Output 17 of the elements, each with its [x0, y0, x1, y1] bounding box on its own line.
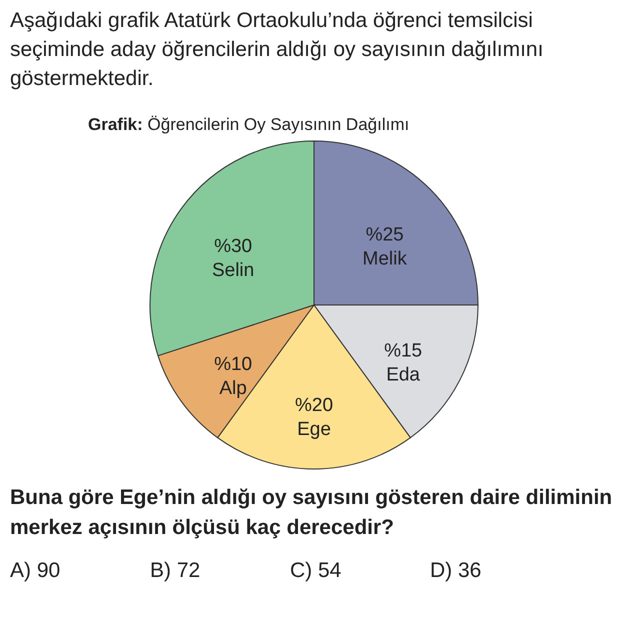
text: B) 72	[150, 559, 202, 583]
chart-title: Grafik: Öğrencilerin Oy Sayısının Dağılımı	[88, 115, 410, 135]
text: C) 54	[290, 559, 342, 583]
slice-label: Eda	[386, 364, 420, 386]
data-label: %30	[214, 236, 252, 258]
text: A) 90	[10, 559, 62, 583]
slice-label: Selin	[212, 260, 254, 282]
data-label: %25	[366, 224, 404, 246]
text: D) 36	[430, 559, 482, 583]
data-label: %10	[214, 354, 252, 375]
text: Buna göre Ege’nin aldığı oy sayısını gösteren daire diliminin merkez açısının ölçüsü kaç derecedir?	[9, 485, 614, 541]
data-label: %20	[294, 395, 334, 416]
slice-label: Ege	[297, 419, 331, 440]
slice-label: Melik	[362, 248, 408, 270]
data-label: %15	[384, 340, 422, 362]
chart-subtitle: Aşağıdaki grafik Atatürk Ortaokulu’nda öğrenci temsilcisi seçiminde aday öğrencilerin aldığı oy sayısının dağılımını göstermektedir.	[9, 8, 544, 92]
slice-label: Alp	[219, 378, 247, 399]
